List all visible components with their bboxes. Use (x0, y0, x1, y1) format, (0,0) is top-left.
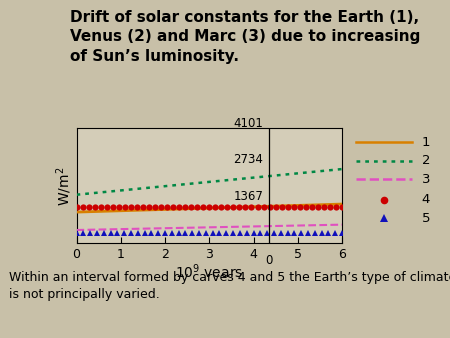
Text: 4101: 4101 (234, 117, 263, 129)
Text: 5: 5 (422, 212, 430, 224)
Text: Drift of solar constants for the Earth (1),
Venus (2) and Marc (3) due to increa: Drift of solar constants for the Earth (… (70, 10, 421, 64)
X-axis label: 10$^9$ vears: 10$^9$ vears (175, 263, 243, 281)
Text: 3: 3 (422, 172, 430, 186)
Text: 4: 4 (422, 193, 430, 206)
Text: 1367: 1367 (234, 190, 263, 203)
Text: 2734: 2734 (234, 153, 263, 166)
Text: 0: 0 (266, 255, 273, 267)
Text: Within an interval formed by carves 4 and 5 the Earth’s type of climate
is not p: Within an interval formed by carves 4 an… (9, 271, 450, 301)
Text: 1: 1 (422, 136, 430, 149)
Text: 2: 2 (422, 154, 430, 167)
Y-axis label: W/m$^2$: W/m$^2$ (54, 166, 74, 206)
